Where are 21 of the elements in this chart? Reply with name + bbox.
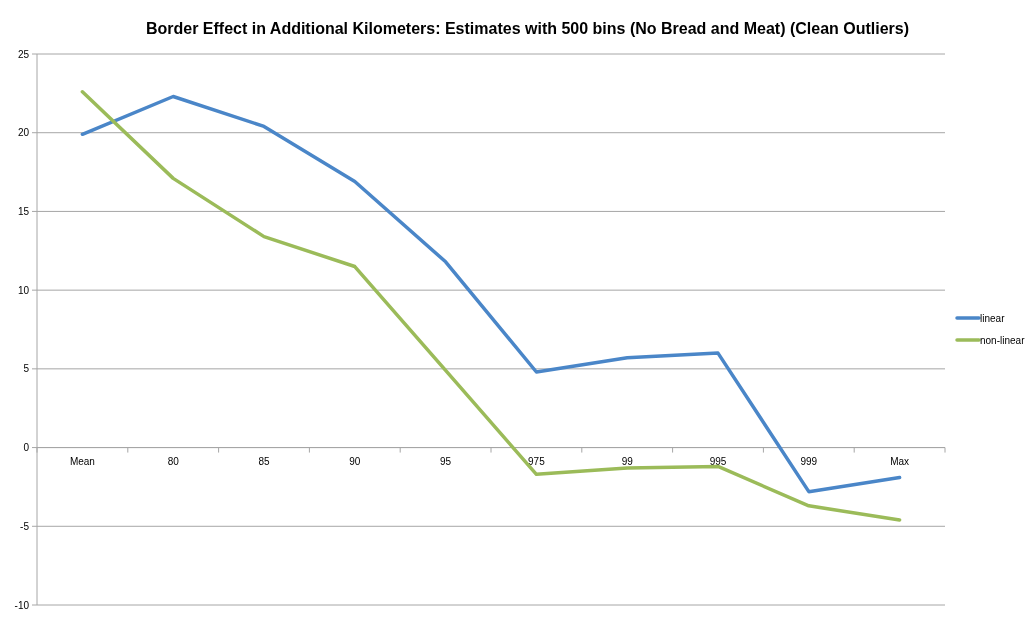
y-tick-label: -10 [14,599,30,611]
y-tick-label: 25 [17,48,30,60]
x-tick-label: Mean [69,455,95,467]
x-tick-label: 90 [349,455,361,467]
chart-title: Border Effect in Additional Kilometers: Estimates with 500 bins (No Bread and Meat) (Clean Outliers) [145,20,910,37]
x-tick-label: 80 [167,455,180,467]
x-tick-label: 999 [800,455,818,467]
y-tick-label: 0 [23,442,30,454]
x-tick-label: 95 [440,455,452,467]
legend-label: non-linear [980,334,1026,346]
x-tick-label: 99 [621,455,634,467]
x-tick-label: 975 [528,455,546,467]
y-tick-label: 20 [17,127,30,139]
legend-label: linear [980,312,1006,324]
x-tick-label: 85 [258,455,270,467]
y-tick-label: 15 [17,205,30,217]
y-tick-label: 5 [23,363,30,375]
x-tick-label: Max [890,455,910,467]
x-tick-label: 995 [709,455,727,467]
y-tick-label: -5 [20,520,30,532]
y-tick-label: 10 [17,284,30,296]
